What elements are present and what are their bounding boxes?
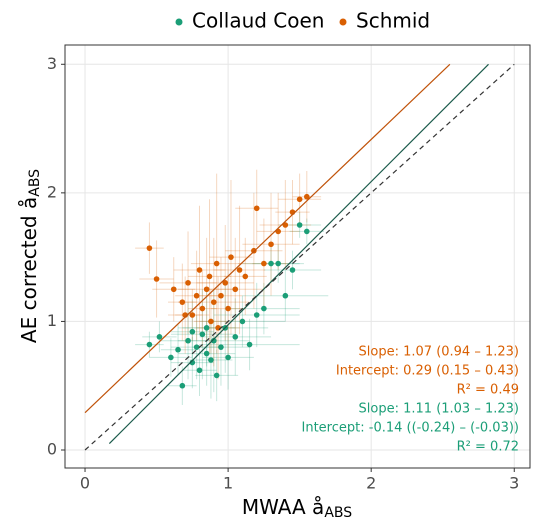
point	[199, 331, 206, 338]
point	[146, 245, 153, 251]
annotation: Intercept: -0.14 ((-0.24) – (-0.03))	[302, 421, 519, 436]
point	[196, 267, 203, 273]
point	[179, 299, 186, 305]
y-axis-title-main: AE corrected å	[17, 197, 41, 343]
point	[239, 318, 246, 325]
point	[206, 273, 213, 280]
annotation: R² = 0.49	[457, 383, 519, 398]
point	[153, 276, 160, 282]
plot-background	[65, 45, 530, 468]
y-axis-title-sub: ABS	[27, 169, 43, 197]
point	[203, 286, 210, 293]
point	[282, 222, 289, 228]
point	[185, 280, 191, 286]
point	[222, 280, 229, 286]
fit-line	[108, 63, 489, 444]
y-tick-label: 2	[47, 182, 57, 201]
legend-label: Collaud Coen	[192, 9, 324, 33]
point	[218, 344, 224, 350]
point	[156, 334, 163, 340]
point	[189, 312, 196, 318]
x-axis-title-sub: ABS	[324, 505, 352, 521]
point	[268, 241, 274, 248]
point	[208, 357, 214, 363]
annotation: Slope: 1.07 (0.94 – 1.23)	[359, 345, 519, 360]
legend-marker	[339, 18, 347, 26]
point	[296, 196, 303, 203]
point	[203, 350, 210, 357]
annotation: Slope: 1.11 (1.03 – 1.23)	[359, 402, 519, 417]
point	[268, 260, 274, 267]
y-tick-label: 3	[47, 54, 57, 73]
x-tick-label: 3	[509, 474, 519, 493]
point	[189, 328, 196, 335]
point	[261, 305, 267, 312]
point	[146, 341, 153, 348]
point	[261, 260, 267, 267]
point	[213, 372, 220, 379]
point	[170, 286, 177, 293]
point	[253, 205, 260, 212]
point	[232, 334, 239, 340]
point	[236, 267, 243, 273]
x-axis-title-main: MWAA å	[242, 495, 324, 519]
fit-line	[84, 63, 515, 451]
x-tick-label: 2	[366, 474, 376, 493]
point	[179, 382, 186, 389]
legend-label: Schmid	[356, 9, 430, 33]
x-axis-title: MWAA åABS	[242, 495, 352, 522]
point	[225, 305, 231, 312]
point	[203, 325, 210, 331]
x-tick-label: 1	[223, 474, 233, 493]
point	[225, 354, 231, 361]
y-tick-label: 1	[47, 311, 57, 330]
point	[211, 299, 217, 305]
point	[213, 260, 220, 267]
point	[185, 337, 191, 344]
point	[193, 344, 200, 350]
y-axis-title: AE corrected åABS	[17, 169, 44, 343]
point	[282, 292, 289, 299]
point	[304, 193, 310, 200]
point	[304, 228, 310, 235]
point	[242, 273, 249, 280]
point	[218, 292, 224, 299]
y-tick-label: 0	[47, 440, 57, 459]
point	[196, 367, 203, 374]
point	[253, 312, 260, 318]
plot-border	[64, 44, 531, 469]
point	[199, 305, 206, 312]
point	[246, 341, 253, 348]
x-tick-label: 0	[80, 474, 90, 493]
point	[228, 254, 234, 260]
point	[193, 292, 200, 299]
point	[275, 260, 281, 267]
point	[232, 286, 239, 293]
point	[289, 267, 296, 273]
point	[175, 346, 181, 353]
annotation: R² = 0.72	[457, 440, 519, 455]
point	[211, 337, 217, 344]
annotation: Intercept: 0.29 (0.15 – 0.43)	[336, 364, 519, 379]
legend-marker	[175, 18, 183, 26]
point	[296, 222, 303, 228]
fit-line	[84, 63, 451, 414]
point	[208, 318, 214, 325]
point	[168, 354, 174, 361]
point	[215, 325, 221, 331]
